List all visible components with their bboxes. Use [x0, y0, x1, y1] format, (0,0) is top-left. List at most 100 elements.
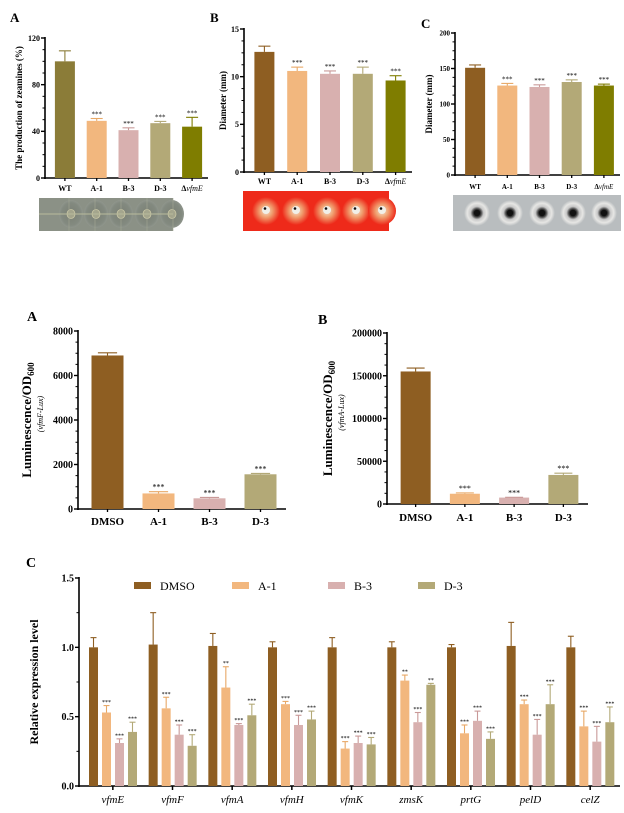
significance-label: *** — [187, 109, 198, 117]
bar-b3 — [118, 130, 139, 178]
colony — [569, 209, 577, 217]
bar-pelD-b-3 — [532, 734, 542, 786]
colony — [352, 206, 360, 214]
significance-label: *** — [204, 488, 216, 497]
x-tick-label: vfmA — [221, 794, 244, 806]
bar-vfmA-a-1 — [221, 687, 231, 786]
significance-label: *** — [162, 692, 171, 698]
bar-prtG-b-3 — [473, 720, 482, 786]
x-tick-label: D-3 — [252, 516, 270, 528]
bar-pelD-d-3 — [545, 704, 555, 786]
inoculation-dot — [353, 207, 357, 210]
significance-label: *** — [175, 719, 184, 725]
significance-label: *** — [508, 488, 520, 497]
bar-celZ-b-3 — [592, 741, 602, 786]
bar-d3 — [561, 81, 582, 175]
colony — [538, 209, 546, 217]
bar-vfmK-b-3 — [353, 743, 363, 786]
inoculation-dot — [379, 207, 383, 210]
significance-label: *** — [247, 699, 256, 705]
colony — [378, 206, 386, 214]
bar-b3 — [320, 73, 340, 172]
bar-vfmH-a-1 — [281, 704, 290, 786]
x-tick-label: vfmF — [161, 794, 184, 806]
bar-a1 — [86, 120, 107, 178]
inoculation-dot — [324, 207, 328, 210]
plate-photo-c — [453, 195, 621, 231]
bar-b3 — [193, 498, 226, 509]
x-tick-label: D-3 — [555, 512, 573, 524]
bar-vfmH-dmso — [268, 647, 277, 786]
colony — [473, 209, 481, 217]
y-axis-sublabel: (vfmA-Lux) — [337, 394, 346, 431]
bar-wt — [54, 61, 75, 179]
bar-prtG-dmso — [447, 647, 456, 786]
y-tick-label: 10 — [231, 72, 239, 81]
y-tick-label: 0.0 — [62, 782, 75, 793]
bar-vfmK-d-3 — [366, 744, 376, 786]
x-tick-label: pelD — [519, 794, 541, 806]
y-tick-label: 100 — [440, 100, 451, 108]
significance-label: *** — [155, 113, 166, 121]
bar-vfmE-b-3 — [115, 743, 124, 786]
significance-label: *** — [294, 710, 303, 716]
bar-d3 — [352, 73, 373, 172]
significance-label: *** — [579, 706, 588, 712]
significance-label: *** — [123, 120, 134, 128]
y-tick-label: 0 — [68, 505, 73, 516]
y-tick-label: 150000 — [352, 371, 382, 382]
significance-label: *** — [459, 484, 471, 493]
bar-vfmH-d-3 — [307, 719, 316, 786]
colony — [506, 209, 514, 217]
y-tick-label: 0 — [377, 500, 382, 511]
bar-zmsK-dmso — [387, 647, 397, 786]
x-tick-label: zmsK — [398, 794, 424, 806]
legend-item-d-3: D-3 — [418, 579, 463, 593]
panel-label-top-c: C — [421, 16, 430, 31]
bar-vfmE-d-3 — [128, 731, 137, 786]
bar-d3 — [244, 474, 277, 509]
legend-label: A-1 — [258, 579, 277, 593]
y-tick-label: 0.5 — [62, 712, 75, 723]
x-tick-label: D-3 — [357, 177, 369, 186]
legend-item-dmso: DMSO — [134, 579, 195, 593]
inoculation-dot — [263, 207, 267, 210]
bar-dmso — [400, 371, 431, 504]
x-tick-label: ΔvfmE — [595, 183, 614, 191]
bar-d3 — [548, 474, 579, 504]
y-tick-label: 150 — [440, 65, 451, 73]
significance-label: *** — [534, 77, 545, 85]
bar-celZ-d-3 — [605, 722, 615, 786]
colony — [292, 206, 300, 214]
legend-item-a-1: A-1 — [232, 579, 277, 593]
x-tick-label: ΔvfmE — [181, 184, 203, 193]
inoculation-dot — [293, 207, 297, 210]
legend-swatch — [134, 582, 151, 589]
bar-vfmF-b-3 — [174, 734, 184, 786]
x-tick-label: WT — [469, 183, 481, 191]
plate-photo-b — [243, 191, 396, 231]
x-tick-label: vfmK — [340, 794, 364, 806]
bar-zmsK-b-3 — [413, 722, 423, 786]
significance-label: *** — [533, 714, 542, 720]
plate-photo-a — [39, 198, 184, 231]
y-tick-label: 8000 — [53, 327, 73, 338]
x-tick-label: ΔvfmE — [385, 177, 407, 186]
y-tick-label: 120 — [28, 34, 40, 43]
y-tick-label: 200 — [440, 29, 451, 37]
axes-top-A: 0 40 80 120 WT *** A-1 *** B-3 *** D-3 *** ΔvfmE The … — [14, 34, 208, 193]
x-tick-label: WT — [258, 177, 272, 186]
significance-label: *** — [557, 464, 569, 473]
legend-swatch — [232, 582, 249, 589]
y-tick-label: 1.0 — [62, 643, 75, 654]
significance-label: *** — [292, 59, 303, 67]
significance-label: *** — [599, 76, 610, 84]
colony — [323, 206, 331, 214]
bar-a1 — [287, 70, 308, 172]
significance-label: *** — [473, 706, 482, 712]
bar-vfmF-a-1 — [161, 708, 171, 786]
axes-mid-A: 0 2000 4000 6000 8000 DMSO *** A-1 *** B-3 *** D-3 L… — [19, 327, 286, 528]
x-tick-label: prtG — [459, 794, 481, 806]
significance-label: *** — [255, 464, 267, 473]
